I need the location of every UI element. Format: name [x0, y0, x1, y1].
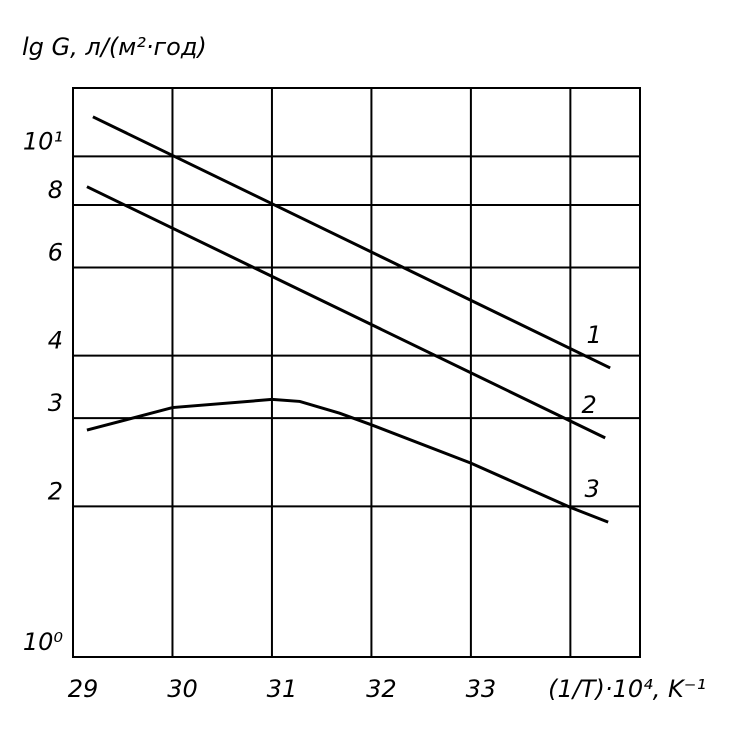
series-label: 3 — [585, 475, 600, 503]
x-axis-title: (1/T)·10⁴, K⁻¹ — [548, 675, 706, 703]
plot-frame — [72, 87, 641, 658]
data-line — [86, 397, 609, 524]
data-line — [92, 115, 611, 370]
x-tick-label: 31 — [267, 675, 298, 703]
y-tick-label: 2 — [48, 477, 63, 505]
y-tick-label: 10¹ — [23, 127, 63, 155]
x-tick-label: 30 — [167, 675, 198, 703]
y-tick-label: 10⁰ — [23, 628, 64, 656]
y-axis-title: lg G, л/(м²·год) — [22, 33, 207, 61]
series-label: 1 — [587, 321, 602, 349]
series-label: 2 — [582, 391, 597, 419]
y-tick-label: 6 — [48, 238, 63, 266]
data-line — [86, 185, 606, 440]
y-tick-label: 4 — [48, 327, 63, 355]
y-tick-label: 3 — [48, 389, 63, 417]
y-tick-label: 8 — [48, 176, 63, 204]
x-tick-label: 32 — [366, 675, 397, 703]
x-tick-label: 29 — [68, 675, 99, 703]
x-tick-label: 33 — [466, 675, 497, 703]
